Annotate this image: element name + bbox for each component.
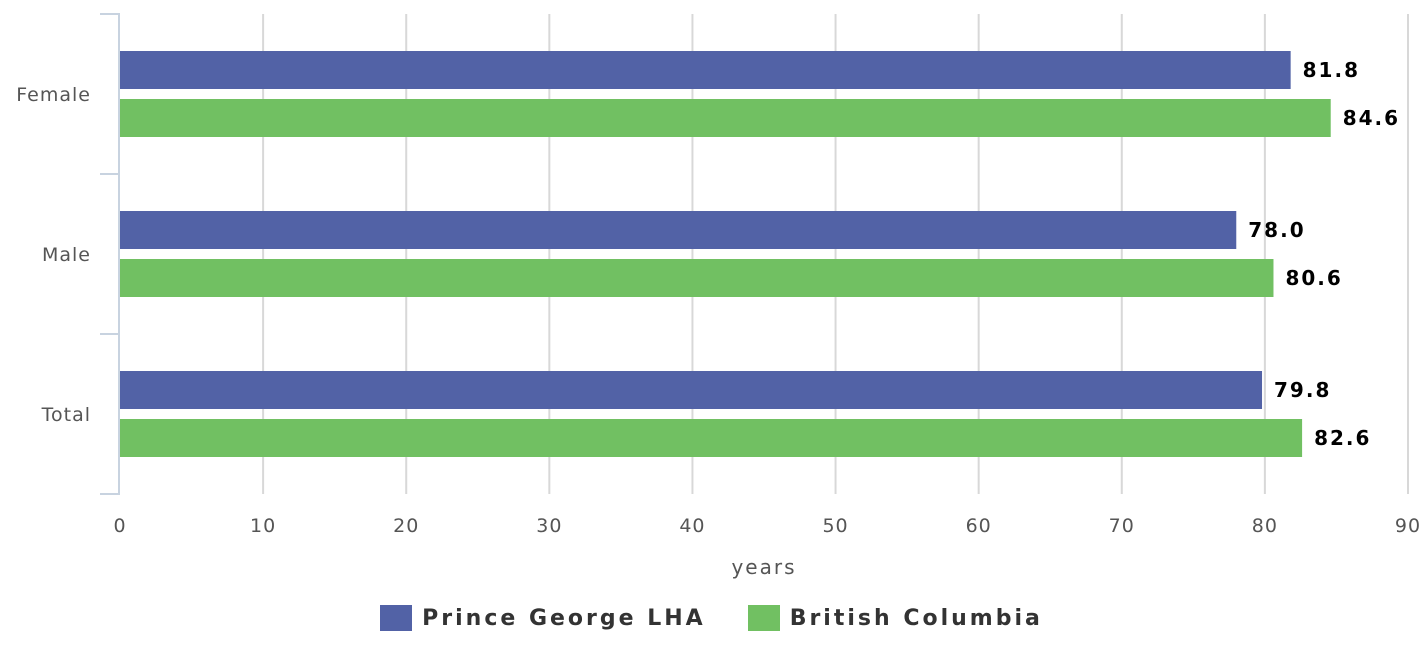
bar-male-series-0[interactable] <box>120 211 1237 249</box>
data-label: 79.8 <box>1274 378 1331 402</box>
x-tick-label: 30 <box>536 515 562 537</box>
x-tick-label: 70 <box>1109 515 1135 537</box>
x-tick-label: 40 <box>679 515 705 537</box>
bar-male-series-1[interactable] <box>120 259 1274 297</box>
bar-female-series-0[interactable] <box>120 51 1291 89</box>
legend-item-series-1[interactable]: British Columbia <box>747 605 1043 631</box>
x-tick-label: 80 <box>1252 515 1278 537</box>
legend-swatch-series-1 <box>747 605 780 631</box>
gridlines <box>262 14 1409 494</box>
legend-label-series-1: British Columbia <box>789 605 1043 631</box>
category-label-female: Female <box>16 84 91 106</box>
data-label: 78.0 <box>1248 218 1305 242</box>
category-label-total: Total <box>41 404 91 426</box>
x-tick-label: 0 <box>113 515 126 537</box>
y-axis <box>100 13 120 495</box>
life-expectancy-chart: 81.8 84.6 78.0 80.6 79.8 82.6 0 10 20 30 40 50 60 70… <box>16 13 1421 579</box>
bars: 81.8 84.6 78.0 80.6 79.8 82.6 <box>120 51 1400 457</box>
legend-swatch-series-0 <box>380 605 413 631</box>
data-label: 80.6 <box>1285 266 1342 290</box>
x-tick-label: 10 <box>250 515 276 537</box>
data-label: 82.6 <box>1314 426 1371 450</box>
data-label: 81.8 <box>1303 58 1360 82</box>
legend: Prince George LHA British Columbia <box>0 605 1423 631</box>
x-tick-label: 90 <box>1395 515 1421 537</box>
data-label: 84.6 <box>1343 106 1400 130</box>
x-tick-label: 50 <box>822 515 848 537</box>
x-tick-label: 60 <box>966 515 992 537</box>
category-label-male: Male <box>42 244 91 266</box>
x-axis-ticks: 0 10 20 30 40 50 60 70 80 90 <box>113 515 1421 537</box>
legend-label-series-0: Prince George LHA <box>422 605 706 631</box>
bar-total-series-0[interactable] <box>120 371 1263 409</box>
x-tick-label: 20 <box>393 515 419 537</box>
category-labels: Female Male Total <box>16 84 91 426</box>
bar-female-series-1[interactable] <box>120 99 1331 137</box>
legend-item-series-0[interactable]: Prince George LHA <box>380 605 706 631</box>
bar-total-series-1[interactable] <box>120 419 1303 457</box>
x-axis-title: years <box>731 555 796 579</box>
